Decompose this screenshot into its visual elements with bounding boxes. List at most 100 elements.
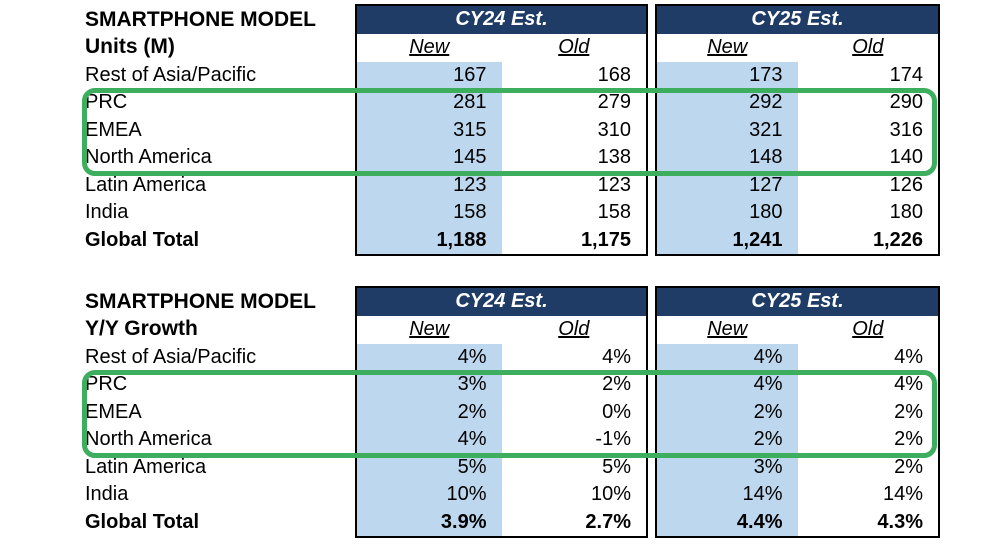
table-row: 1,241 1,226 [657, 226, 938, 254]
value-cell: 316 [889, 118, 923, 141]
value-cell: 3% [357, 371, 502, 399]
value-cell: 4.4% [657, 508, 798, 536]
value-cell: 4% [657, 371, 798, 399]
table-row: 315 310 [357, 116, 646, 144]
column-group-cy25: CY25 Est. New Old 4% 4% 4% 4% 2% 2% 2% 2% 3% 2% 14% 14… [655, 286, 940, 538]
value-cell: 5% [357, 453, 502, 481]
value-cell: 4% [894, 373, 923, 395]
table-row: 158 158 [357, 199, 646, 227]
subheader-row: New Old [357, 34, 646, 62]
value-cell: 10% [590, 483, 631, 505]
value-cell: 2% [894, 428, 923, 450]
value-cell: -1% [595, 428, 631, 450]
table-row: 281 279 [357, 89, 646, 117]
value-cell: 2% [894, 455, 923, 478]
value-cell: 140 [889, 146, 923, 168]
table-row: 4% 4% [657, 343, 938, 371]
value-cell: 2% [894, 400, 923, 423]
table-row: 3% 2% [657, 453, 938, 481]
row-label: Rest of Asia/Pacific [85, 63, 257, 86]
value-cell: 290 [889, 91, 923, 113]
table-row: 167 168 [357, 61, 646, 89]
subheader-row: New Old [657, 34, 938, 62]
row-label: North America [85, 428, 212, 450]
table-row: 123 123 [357, 171, 646, 199]
subheader-row: New Old [357, 316, 646, 344]
table-row: 2% 2% [657, 426, 938, 454]
table-row: 5% 5% [357, 453, 646, 481]
table-row: 180 180 [657, 199, 938, 227]
growth-table: SMARTPHONE MODEL Y/Y Growth Rest of Asia/P… [0, 286, 1000, 544]
row-label: EMEA [85, 400, 142, 423]
value-cell: 123 [357, 171, 502, 199]
value-cell: 10% [357, 481, 502, 509]
value-cell: 4% [357, 426, 502, 454]
value-cell: 14% [657, 481, 798, 509]
row-label: Rest of Asia/Pacific [85, 345, 257, 368]
subheader-old: Old [558, 36, 590, 58]
subheader-old: Old [852, 36, 884, 58]
table-row: 4% 4% [357, 343, 646, 371]
subheader-old: Old [558, 318, 590, 340]
value-cell: 5% [602, 455, 631, 478]
value-cell: 174 [889, 63, 923, 86]
value-cell: 2% [657, 426, 798, 454]
subheader-new: New [409, 318, 450, 340]
table-row: 3.9% 2.7% [357, 508, 646, 536]
value-cell: 167 [357, 61, 502, 89]
subheader-new: New [707, 318, 748, 340]
value-cell: 281 [357, 89, 502, 117]
table-row: 4.4% 4.3% [657, 508, 938, 536]
table-row: 321 316 [657, 116, 938, 144]
row-label: North America [85, 146, 212, 168]
value-cell: 4.3% [877, 510, 923, 533]
table-row: 173 174 [657, 61, 938, 89]
value-cell: 2% [657, 398, 798, 426]
row-label: India [85, 483, 129, 505]
table-row: 292 290 [657, 89, 938, 117]
table-title: SMARTPHONE MODEL [85, 290, 316, 313]
value-cell: 168 [597, 63, 631, 86]
value-cell: 2% [357, 398, 502, 426]
column-group-cy25: CY25 Est. New Old 173 174 292 290 321 316 148 140 1… [655, 4, 940, 256]
value-cell: 138 [597, 146, 631, 168]
value-cell: 4% [894, 345, 923, 368]
labels-column: SMARTPHONE MODEL Y/Y Growth Rest of Asia/P… [85, 288, 347, 536]
labels-column: SMARTPHONE MODEL Units (M) Rest of Asia/Pa… [85, 6, 347, 254]
value-cell: 145 [357, 144, 502, 172]
value-cell: 0% [602, 400, 631, 423]
table-row: 2% 0% [357, 398, 646, 426]
row-label: PRC [85, 373, 128, 395]
row-label: India [85, 201, 129, 223]
table-title: SMARTPHONE MODEL [85, 8, 316, 31]
row-label: Latin America [85, 455, 207, 478]
subheader-new: New [707, 36, 748, 58]
value-cell: 123 [597, 173, 631, 196]
table-row: 4% 4% [657, 371, 938, 399]
subheader-new: New [409, 36, 450, 58]
value-cell: 180 [889, 201, 923, 223]
table-row: 2% 2% [657, 398, 938, 426]
table-row: 14% 14% [657, 481, 938, 509]
value-cell: 173 [657, 61, 798, 89]
value-cell: 126 [889, 173, 923, 196]
table-row: 145 138 [357, 144, 646, 172]
value-cell: 4% [357, 343, 502, 371]
value-cell: 148 [657, 144, 798, 172]
value-cell: 315 [357, 116, 502, 144]
value-cell: 321 [657, 116, 798, 144]
table-row: 1,188 1,175 [357, 226, 646, 254]
column-group-header: CY24 Est. [357, 288, 646, 316]
subheader-row: New Old [657, 316, 938, 344]
value-cell: 1,226 [872, 228, 923, 251]
table-row: 4% -1% [357, 426, 646, 454]
table-row: 148 140 [657, 144, 938, 172]
table-row: 3% 2% [357, 371, 646, 399]
units-table: SMARTPHONE MODEL Units (M) Rest of Asia/Pa… [0, 4, 1000, 262]
row-label: EMEA [85, 118, 142, 141]
table-subtitle: Y/Y Growth [85, 317, 198, 340]
row-label: Global Total [85, 510, 200, 533]
row-label: Latin America [85, 173, 207, 196]
subheader-old: Old [852, 318, 884, 340]
